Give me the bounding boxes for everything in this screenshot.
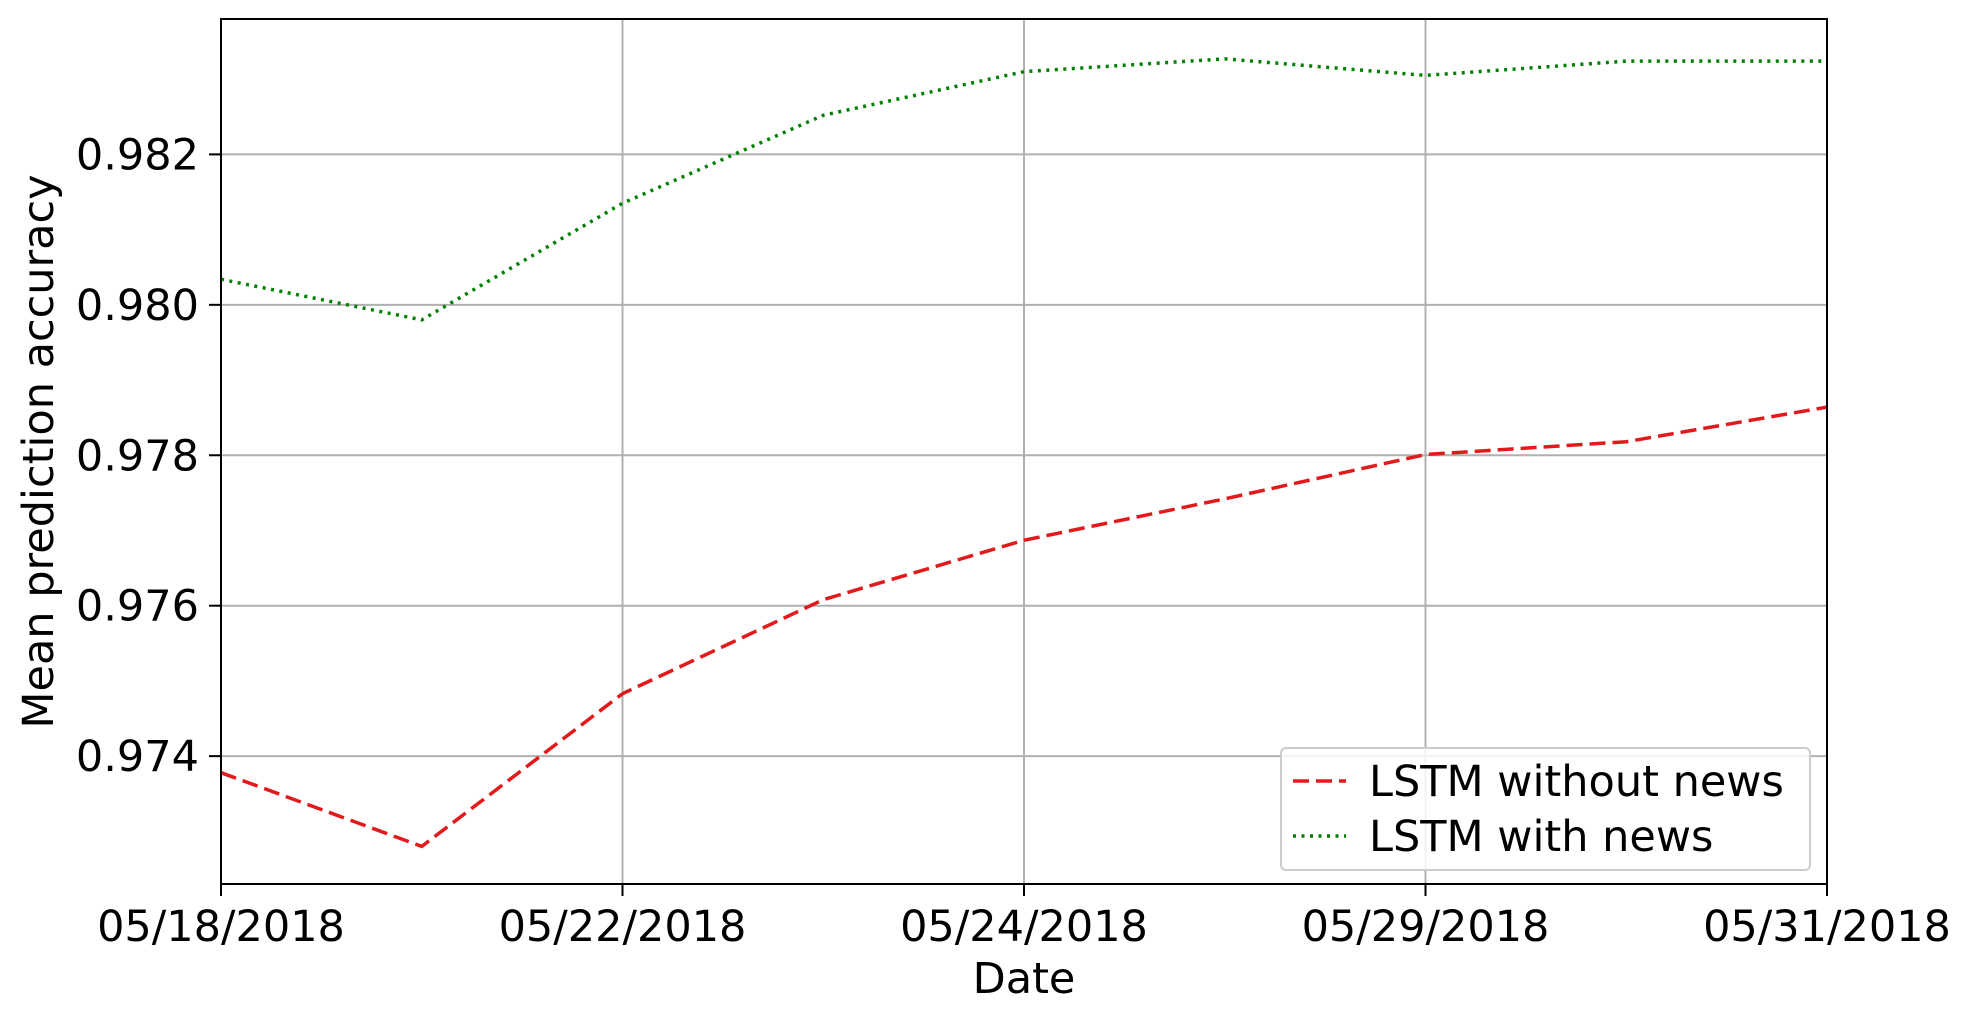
y-tick-label: 0.980	[76, 281, 199, 331]
series-line	[220, 57, 1827, 322]
y-axis-title: Mean prediction accuracy	[14, 174, 64, 728]
series-line	[220, 405, 1828, 849]
y-tick-label: 0.976	[76, 582, 199, 632]
legend-label: LSTM without news	[1369, 757, 1784, 807]
x-axis-ticks: 05/18/2018 05/22/2018 05/24/2018 05/29/2018…	[97, 884, 1951, 952]
y-tick-label: 0.982	[76, 130, 199, 180]
x-tick-label: 05/18/2018	[97, 902, 345, 952]
legend-label: LSTM with news	[1369, 812, 1713, 862]
series-lines	[220, 57, 1828, 849]
x-tick-label: 05/29/2018	[1302, 902, 1550, 952]
x-tick-label: 05/22/2018	[499, 902, 747, 952]
x-tick-label: 05/31/2018	[1703, 902, 1951, 952]
x-tick-label: 05/24/2018	[900, 902, 1148, 952]
x-axis-title: Date	[973, 954, 1076, 1004]
y-tick-label: 0.978	[76, 431, 199, 481]
legend-box	[1280, 747, 1811, 871]
y-axis-ticks: 0.974 0.976 0.978 0.980 0.982	[76, 130, 221, 782]
y-tick-label: 0.974	[76, 732, 199, 782]
